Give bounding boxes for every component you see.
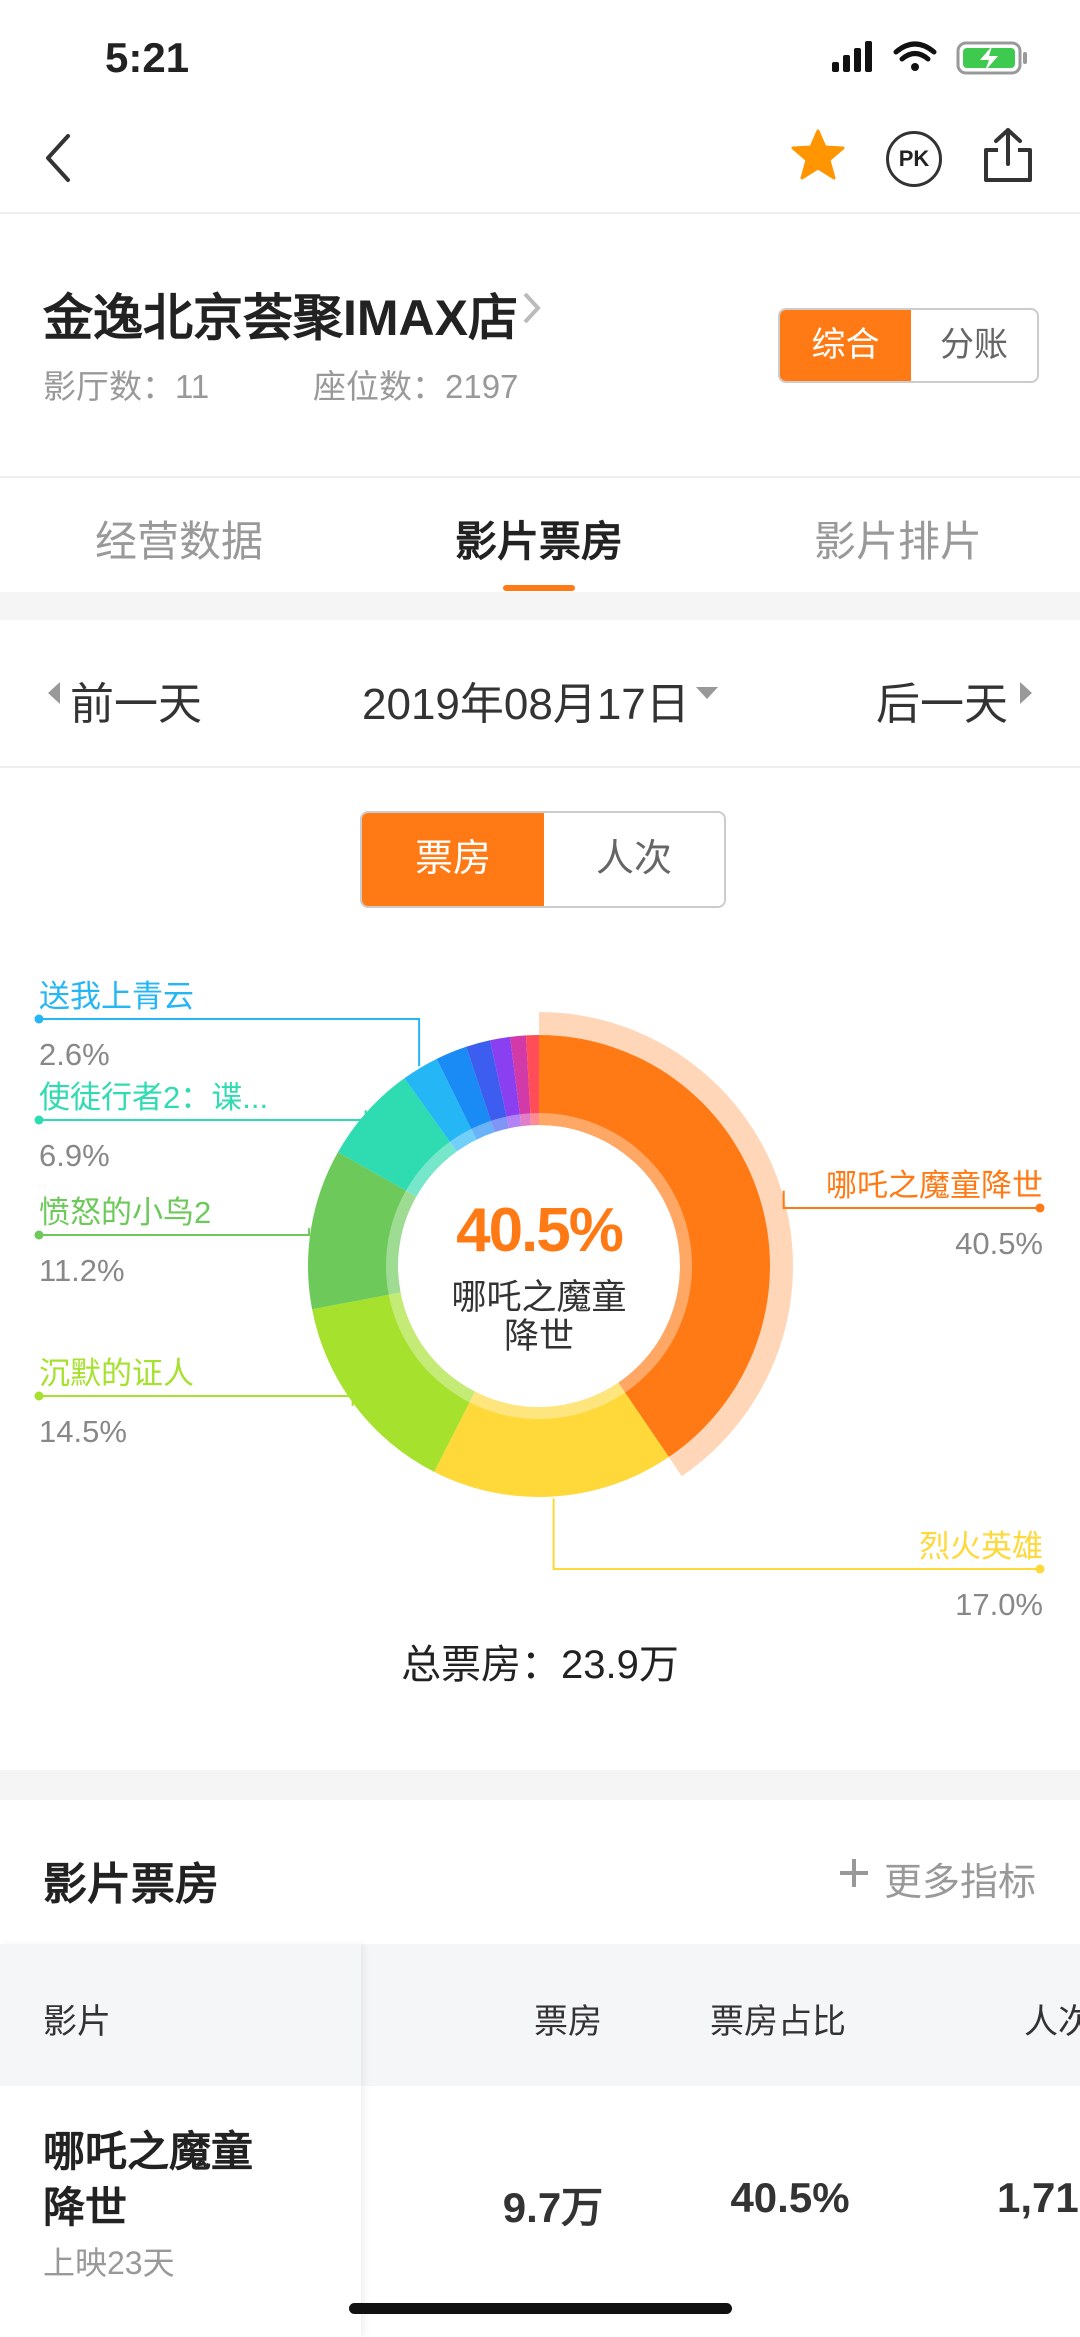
leader-dot [34,1391,44,1401]
toggle-option[interactable]: 票房 [362,813,544,906]
leader-dot [1035,1564,1045,1574]
halls-label: 影厅数： [43,368,175,405]
table-header-cell: 票房 [534,2003,602,2041]
plus-icon [840,1859,868,1887]
slice [308,1152,417,1310]
share-cell: 40.5% [730,2174,850,2221]
film-name[interactable]: 哪吒之魔童降世 [43,2128,254,2231]
pk-button[interactable]: PK [886,131,942,187]
leader-dot [34,1115,44,1125]
slice-label: 烈火英雄 [919,1529,1043,1564]
slice-label: 愤怒的小鸟2 [39,1195,211,1230]
leader-line [39,1228,311,1236]
tab[interactable]: 影片排片 [813,518,982,565]
table-header-cell: 影片 [43,2003,111,2041]
slice [510,1035,532,1127]
slice-value-label: 2.6% [39,1037,110,1072]
slice [539,1035,771,1458]
slice-value-label: 40.5% [955,1226,1043,1261]
center-label: 哪吒之魔童降世 [451,1278,627,1356]
prev-day[interactable]: 前一天 [70,680,202,729]
slice [490,1036,522,1129]
slice-label: 使徒行者2：谍... [39,1080,268,1115]
box-office-cell: 9.7万 [502,2184,604,2231]
tab[interactable]: 经营数据 [94,518,263,565]
mode-toggle: 综合 分账 [778,308,1039,383]
slice [466,1040,510,1133]
leader-line [39,1395,354,1406]
seats-value: 2197 [445,368,519,405]
leader-line [39,1018,421,1067]
cinema-name[interactable]: 金逸北京荟聚IMAX店 [43,290,518,346]
divider [0,212,1080,214]
slice-value-label: 11.2% [39,1253,125,1288]
halls-value: 11 [175,368,210,405]
next-day[interactable]: 后一天 [876,680,1008,729]
date[interactable]: 2019年08月17日 [362,680,690,729]
status-icons [832,41,1027,75]
donut-chart: 哪吒之魔童降世 40.5% 烈火英雄 17.0% 沉默的证人 14.5% 愤怒的小鸟2 11.… [34,979,1045,1620]
slice-highlight [539,1012,793,1477]
section-title: 影片票房 [43,1860,219,1909]
favorite-button[interactable] [790,128,846,184]
inner-ring [386,1113,692,1419]
table-header-cell: 票房占比 [710,2003,846,2041]
tab-indicator [503,585,575,591]
more-metrics[interactable]: 更多指标 [884,1862,1037,1904]
total-box-office: 总票房：23.9万 [401,1643,679,1687]
home-indicator [349,2303,732,2314]
seats-label: 座位数： [313,368,445,405]
slice-value-label: 14.5% [39,1414,127,1449]
slice [434,1382,669,1497]
slice [337,1078,457,1197]
slice-value-label: 17.0% [955,1587,1043,1620]
slice [312,1292,475,1472]
seats-info: 座位数：2197 [313,360,518,408]
leader-line [782,1190,1040,1209]
divider [0,766,1080,768]
status-time: 5:21 [105,34,190,81]
metric-toggle: 票房 人次 [360,811,726,908]
slice-label: 沉默的证人 [39,1356,194,1391]
share-button[interactable] [980,126,1036,186]
date-dropdown [696,687,718,699]
slice-label: 送我上青云 [39,979,194,1014]
admissions-cell: 1,712 [997,2174,1080,2221]
slice [436,1046,495,1140]
prev-arrow [48,682,60,704]
battery-icon [956,41,1027,75]
slice [525,1035,539,1126]
cinema-chevron [523,292,541,324]
slice [404,1058,477,1152]
leader-dot [1035,1203,1045,1213]
slice-value-label: 6.9% [39,1138,110,1173]
leader-dot [34,1014,44,1024]
next-arrow [1020,682,1032,704]
halls-info: 影厅数：11 [43,360,209,408]
leader-line [39,1110,367,1121]
tab[interactable]: 影片票房 [454,518,623,565]
separator [0,1770,1080,1800]
table-header-cell: 人次 [1024,2003,1080,2041]
divider [0,476,1080,478]
back-button[interactable] [40,128,80,188]
leader-dot [34,1230,44,1240]
slice-label: 哪吒之魔童降世 [826,1168,1043,1203]
leader-line [552,1498,1040,1570]
toggle-option[interactable]: 人次 [595,838,672,880]
wifi-icon [893,41,937,62]
separator [0,592,1080,620]
table-header [0,1944,1080,2086]
toggle-option[interactable]: 综合 [780,310,911,381]
center-value: 40.5% [456,1196,624,1265]
film-days: 上映23天 [43,2245,175,2281]
toggle-option[interactable]: 分账 [940,326,1008,364]
signal-icon [832,41,872,72]
